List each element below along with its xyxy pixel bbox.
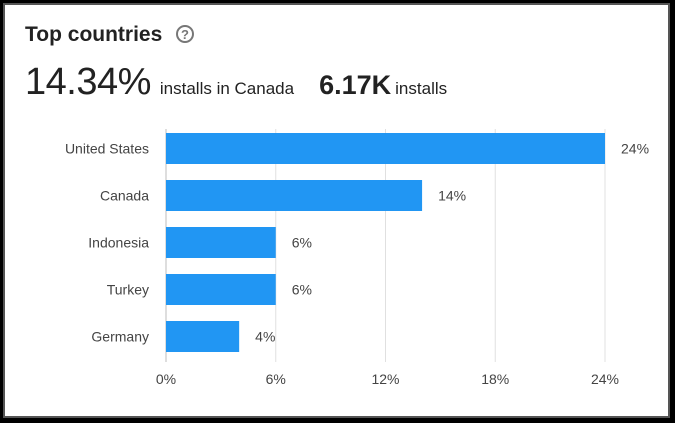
summary-stats: 14.34% installs in Canada 6.17K installs bbox=[25, 61, 447, 105]
bar bbox=[166, 180, 423, 211]
category-label: Canada bbox=[100, 188, 149, 204]
secondary-label: installs bbox=[395, 79, 448, 98]
data-label: 6% bbox=[292, 282, 312, 298]
data-label: 6% bbox=[292, 235, 312, 251]
category-label: Turkey bbox=[107, 282, 149, 298]
primary-label: installs in Canada bbox=[159, 79, 295, 98]
secondary-value: 6.17K bbox=[319, 70, 392, 100]
category-label: United States bbox=[65, 141, 149, 157]
x-tick-label: 6% bbox=[266, 371, 286, 387]
category-label: Indonesia bbox=[88, 235, 149, 251]
data-label: 4% bbox=[255, 329, 275, 345]
data-label: 24% bbox=[621, 141, 649, 157]
x-tick-label: 0% bbox=[156, 371, 176, 387]
bar bbox=[166, 274, 276, 305]
card-title: Top countries bbox=[25, 23, 163, 46]
x-tick-label: 12% bbox=[371, 371, 399, 387]
bar bbox=[166, 227, 276, 258]
bar bbox=[166, 133, 605, 164]
data-label: 14% bbox=[438, 188, 466, 204]
x-tick-label: 24% bbox=[591, 371, 619, 387]
x-tick-label: 18% bbox=[481, 371, 509, 387]
category-label: Germany bbox=[91, 329, 149, 345]
top-countries-card: Top countries ? 14.34% installs in Canad… bbox=[3, 3, 670, 418]
help-icon[interactable]: ? bbox=[176, 25, 194, 43]
bar bbox=[166, 321, 240, 352]
primary-value: 14.34% bbox=[25, 61, 151, 103]
